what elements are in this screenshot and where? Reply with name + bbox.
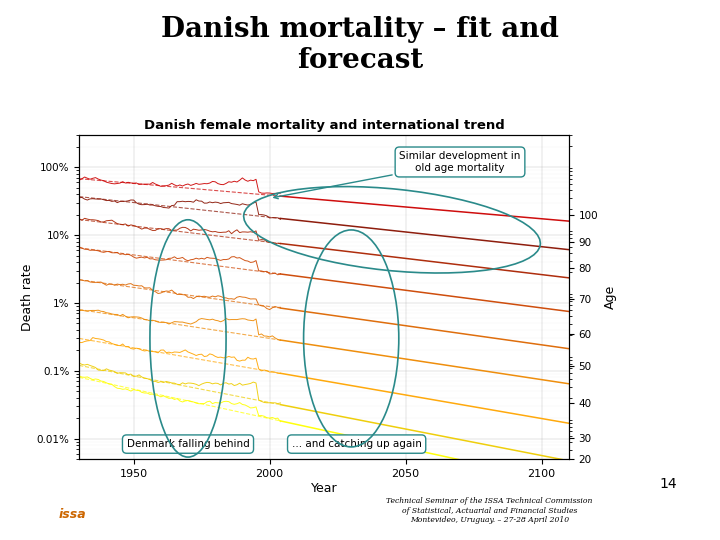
Y-axis label: Death rate: Death rate <box>21 264 34 330</box>
Title: Danish female mortality and international trend: Danish female mortality and internationa… <box>143 119 505 132</box>
Y-axis label: Age: Age <box>603 285 617 309</box>
Text: Denmark falling behind: Denmark falling behind <box>127 439 249 449</box>
Text: 14: 14 <box>660 477 677 491</box>
Text: Similar development in
old age mortality: Similar development in old age mortality <box>274 151 521 199</box>
X-axis label: Year: Year <box>311 482 337 495</box>
Text: ... and catching up again: ... and catching up again <box>292 439 422 449</box>
Text: issa: issa <box>58 508 86 521</box>
Text: Danish mortality – fit and
forecast: Danish mortality – fit and forecast <box>161 16 559 75</box>
Text: Technical Seminar of the ISSA Technical Commission
of Statistical, Actuarial and: Technical Seminar of the ISSA Technical … <box>387 497 593 524</box>
